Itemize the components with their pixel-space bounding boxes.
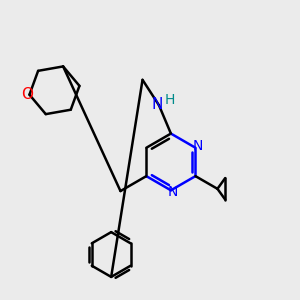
- Text: N: N: [168, 185, 178, 199]
- Text: N: N: [193, 139, 203, 153]
- Text: H: H: [165, 93, 175, 107]
- Text: O: O: [21, 87, 33, 102]
- Text: N: N: [152, 97, 163, 112]
